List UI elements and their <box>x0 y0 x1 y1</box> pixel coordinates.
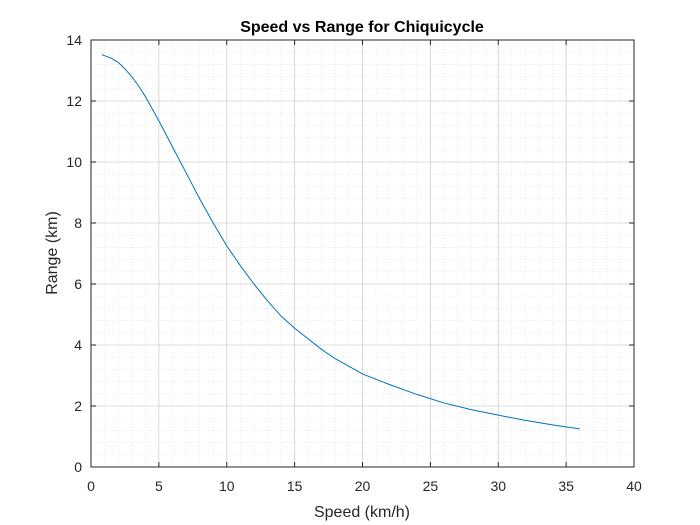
y-tick-labels: 0 2 4 6 8 10 12 14 <box>66 32 82 475</box>
y-tick-label: 6 <box>74 276 82 292</box>
x-tick-label: 35 <box>558 478 574 494</box>
y-tick-label: 10 <box>66 154 82 170</box>
x-axis-label: Speed (km/h) <box>314 504 410 521</box>
series-line <box>101 54 580 430</box>
x-tick-labels: 0 5 10 15 20 25 30 35 40 <box>87 478 642 494</box>
x-tick-label: 5 <box>155 478 163 494</box>
y-tick-label: 2 <box>74 398 82 414</box>
y-tick-label: 14 <box>66 32 82 48</box>
x-tick-label: 0 <box>87 478 95 494</box>
chart-title: Speed vs Range for Chiquicycle <box>240 19 484 36</box>
y-axis-label: Range (km) <box>44 211 61 295</box>
axis-ticks <box>90 39 635 468</box>
y-tick-label: 4 <box>74 337 82 353</box>
minor-grid <box>91 40 634 467</box>
x-tick-label: 20 <box>355 478 371 494</box>
x-tick-label: 40 <box>626 478 642 494</box>
y-tick-label: 12 <box>66 93 82 109</box>
x-tick-label: 10 <box>219 478 235 494</box>
x-tick-label: 15 <box>287 478 303 494</box>
y-tick-label: 8 <box>74 215 82 231</box>
x-tick-label: 25 <box>423 478 439 494</box>
x-tick-label: 30 <box>490 478 506 494</box>
y-tick-label: 0 <box>74 459 82 475</box>
